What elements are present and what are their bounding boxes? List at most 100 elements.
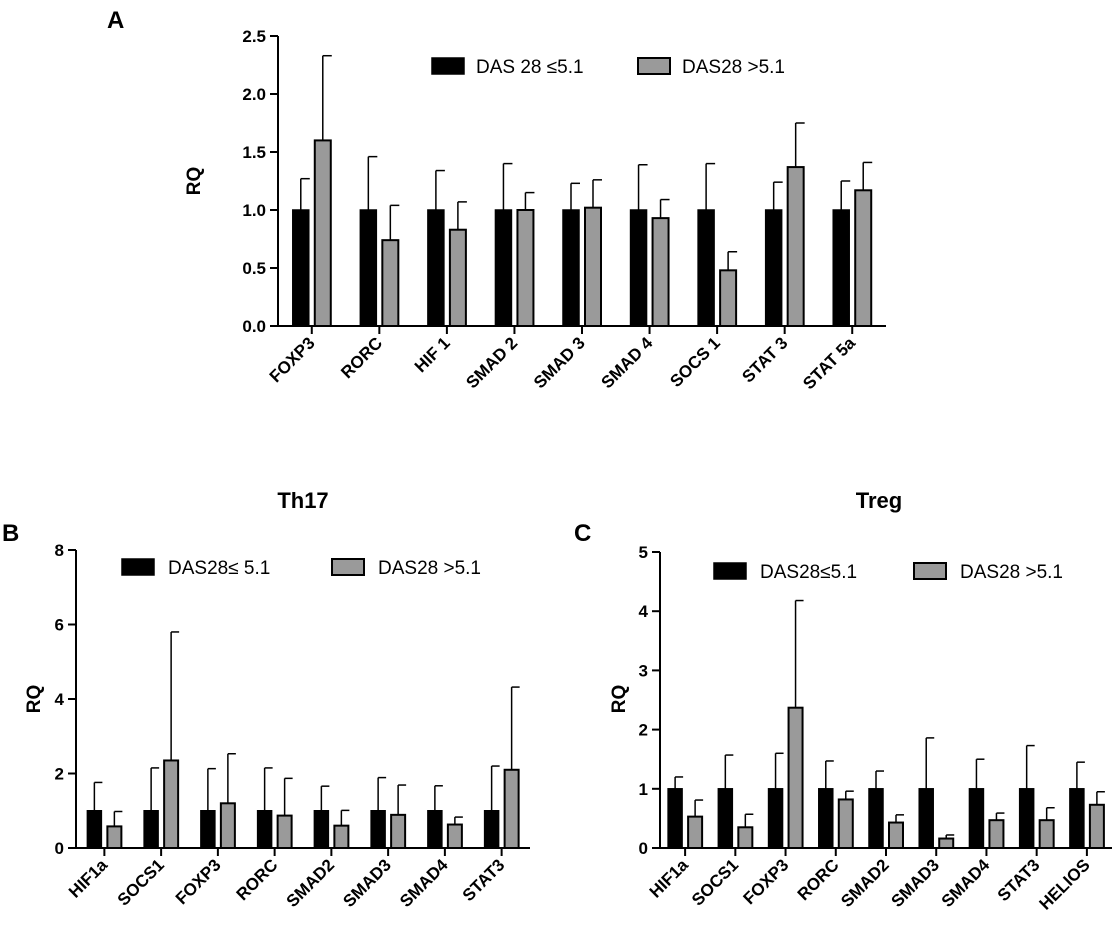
panel-c-legend-swatch-high [913, 562, 947, 580]
panel-a-x-tick-label: STAT 5a [799, 333, 859, 393]
panel-c-y-tick-label: 4 [639, 602, 649, 621]
panel-b-x-tick-label: SMAD3 [339, 855, 395, 911]
panel-c-bar-low [1069, 788, 1085, 849]
panel-a-bar-low [292, 209, 310, 327]
panel-b-bar-high [446, 823, 463, 849]
panel-a-bar-high [651, 217, 670, 327]
panel-a-x-tick-label: HIF 1 [411, 333, 454, 376]
panel-c-bar-low [868, 788, 884, 849]
panel-c-bar-high [1088, 803, 1105, 849]
panel-c-bar-low [968, 788, 985, 849]
panel-a-legend-label-low: DAS 28 ≤5.1 [476, 57, 584, 78]
panel-b-y-tick-label: 0 [55, 839, 64, 858]
panel-c-bar-low [667, 788, 683, 849]
panel-a-bar-high [719, 269, 738, 328]
panel-c-x-tick-label: SMAD2 [837, 855, 893, 911]
panel-b-x-tick-label: FOXP3 [172, 855, 225, 908]
panel-b-bar-low [256, 810, 273, 849]
panel-a-x-tick-label: SMAD 4 [598, 333, 657, 392]
panel-c-y-tick-label: 5 [639, 543, 648, 562]
panel-c-bar-high [837, 798, 854, 849]
panel-c-bar-high [1038, 819, 1055, 850]
panel-b-x-tick-label: SOCS1 [114, 855, 168, 909]
panel-a-legend-swatch-high [637, 57, 671, 75]
panel-b-letter: B [2, 520, 19, 547]
panel-b-x-tick-label: RORC [233, 855, 282, 904]
panel-a-y-tick-label: 1.5 [242, 143, 266, 162]
panel-b-legend-swatch-high [331, 558, 365, 576]
panel-c-legend-swatch-low [713, 562, 747, 580]
panel-b-x-tick-label: STAT3 [459, 855, 509, 905]
panel-b-bar-low [200, 810, 216, 849]
panel-b-bar-high [390, 813, 407, 849]
panel-a-y-tick-label: 0.0 [242, 317, 266, 336]
panel-c-legend-label-high: DAS28 >5.1 [960, 562, 1063, 583]
panel-b-x-tick-label: SMAD4 [396, 855, 452, 911]
panel-a-legend-swatch-low [431, 57, 465, 75]
panel-a-x-tick-label: STAT 3 [738, 333, 791, 386]
panel-b-legend-label-high: DAS28 >5.1 [378, 558, 481, 579]
panel-b-bar-high [276, 814, 293, 850]
panel-a-x-tick-label: SMAD 2 [462, 333, 521, 392]
panel-c-bar-high [687, 815, 704, 850]
panel-c-y-tick-label: 0 [639, 839, 648, 858]
panel-c-x-tick-label: SMAD3 [888, 855, 944, 911]
panel-a-x-tick-label: RORC [337, 333, 386, 382]
panel-a-letter: A [107, 7, 124, 34]
panel-b-y-tick-label: 6 [55, 616, 64, 635]
panel-b-y-tick-label: 4 [55, 690, 65, 709]
panel-b-bar-high [503, 768, 520, 850]
panel-a-bar-low [629, 209, 648, 327]
panel-b-legend-label-low: DAS28≤ 5.1 [168, 558, 270, 579]
panel-a-bar-low [764, 209, 783, 327]
panel-b-x-tick-label: SMAD2 [283, 855, 339, 911]
panel-b-bar-high [163, 759, 180, 850]
panel-a-bar-low [697, 209, 715, 327]
panel-c-bar-low [1018, 788, 1035, 849]
panel-a-bar-high [313, 139, 332, 327]
panel-c-letter: C [574, 520, 591, 547]
panel-b-bar-low [370, 810, 386, 849]
panel-a-bar-high [381, 239, 400, 327]
panel-b-bar-low [427, 810, 443, 849]
panel-b-bar-low [483, 810, 500, 849]
panel-a-legend-label-high: DAS28 >5.1 [682, 57, 785, 78]
panel-a-y-tick-label: 2.0 [242, 85, 266, 104]
panel-b-y-tick-label: 2 [55, 765, 64, 784]
panel-b-bar-high [333, 824, 350, 850]
panel-b-y-axis-label: RQ [24, 685, 45, 714]
panel-c-bar-low [818, 788, 834, 849]
panel-a-y-tick-label: 1.0 [242, 201, 266, 220]
panel-c-bar-high [787, 706, 804, 849]
panel-a-x-tick-label: SMAD 3 [530, 333, 589, 392]
panel-c-bar-low [918, 788, 934, 849]
panel-c-y-tick-label: 2 [639, 721, 648, 740]
panel-c-bar-low [767, 788, 784, 849]
panel-b-bar-high [219, 802, 236, 849]
panel-c-x-tick-label: SOCS1 [688, 855, 742, 909]
panel-c-x-tick-label: RORC [794, 855, 843, 904]
panel-b-bar-low [313, 810, 330, 849]
panel-c-x-tick-label: HIF1a [646, 855, 693, 902]
panel-c-legend-label-low: DAS28≤5.1 [760, 562, 857, 583]
panel-b-legend-swatch-low [121, 558, 155, 576]
panel-c-y-axis-label: RQ [609, 685, 630, 714]
panel-a-bar-low [832, 209, 850, 327]
panel-c-bar-high [888, 821, 904, 850]
panel-c-bar-high [988, 819, 1005, 850]
panel-c-bar-low [717, 788, 734, 849]
panel-a-y-axis-label: RQ [184, 167, 205, 196]
panel-b-y-tick-label: 8 [55, 541, 64, 560]
panel-c-x-tick-label: SMAD4 [938, 855, 994, 911]
panel-a-bar-high [448, 228, 467, 327]
panel-a-y-tick-label: 0.5 [242, 259, 266, 278]
panel-c-bar-high [737, 826, 754, 850]
panel-a-bar-high [516, 209, 535, 327]
panel-a-bar-low [427, 209, 445, 327]
panel-a-x-tick-label: SOCS 1 [666, 333, 724, 391]
panel-a-bar-low [494, 209, 513, 327]
panel-c-y-tick-label: 1 [639, 780, 648, 799]
panel-a-y-tick-label: 2.5 [242, 27, 266, 46]
